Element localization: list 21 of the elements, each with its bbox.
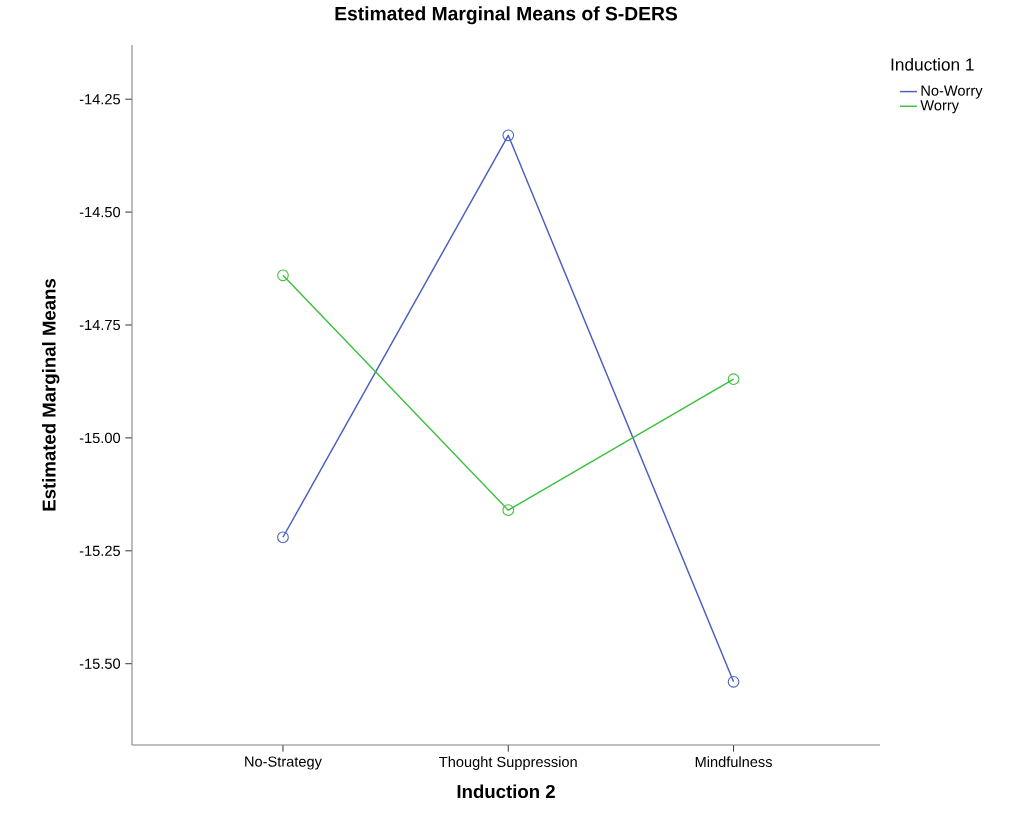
point xyxy=(727,675,740,688)
y-tick-label: -15.00 xyxy=(79,432,121,444)
point xyxy=(727,373,740,386)
point xyxy=(277,269,289,282)
chart-title: Estimated Marginal Means of S-DERS xyxy=(335,6,678,25)
x-tick-label: Mindfulness xyxy=(695,756,772,768)
point xyxy=(277,531,289,544)
point xyxy=(502,504,515,517)
x-tick-label: No-Strategy xyxy=(245,756,322,770)
legend-label: No-Worry xyxy=(921,85,983,99)
y-axis-title: Estimated Marginal Means xyxy=(42,278,60,511)
y-tick-label: -15.50 xyxy=(79,658,121,669)
legend-label: Worry xyxy=(920,100,960,114)
point xyxy=(502,129,515,142)
y-tick-label: -14.25 xyxy=(79,94,121,105)
legend-title: Induction 1 xyxy=(891,57,974,71)
y-tick-label: -15.25 xyxy=(79,545,121,556)
y-tick-label: -14.50 xyxy=(79,206,121,218)
x-tick-label: Thought Suppression xyxy=(439,756,577,770)
x-axis-title: Induction 2 xyxy=(457,784,555,799)
y-tick-label: -14.75 xyxy=(79,319,121,331)
